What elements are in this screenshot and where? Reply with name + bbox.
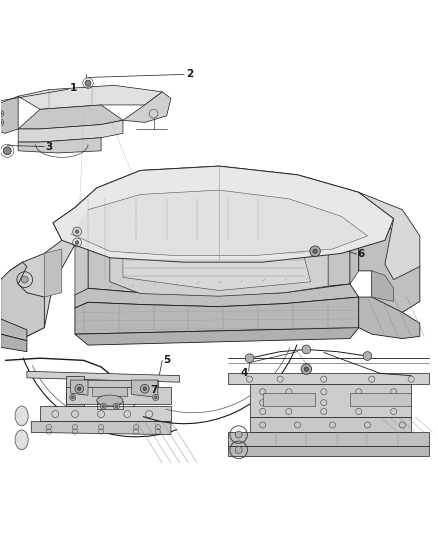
Polygon shape <box>71 380 88 395</box>
Polygon shape <box>123 224 311 290</box>
Polygon shape <box>75 297 359 334</box>
Circle shape <box>85 80 91 86</box>
Polygon shape <box>66 386 171 404</box>
Polygon shape <box>359 192 420 280</box>
Text: 7: 7 <box>150 385 158 395</box>
Polygon shape <box>0 96 18 133</box>
Polygon shape <box>1 319 27 341</box>
Polygon shape <box>10 207 75 336</box>
Ellipse shape <box>15 406 28 426</box>
Circle shape <box>363 352 372 360</box>
Circle shape <box>78 387 81 391</box>
Polygon shape <box>75 220 88 295</box>
Polygon shape <box>75 328 359 345</box>
Polygon shape <box>359 212 420 312</box>
Circle shape <box>152 394 159 400</box>
Polygon shape <box>92 386 127 396</box>
Circle shape <box>154 396 157 399</box>
Circle shape <box>115 405 118 408</box>
Circle shape <box>302 345 311 354</box>
Polygon shape <box>88 201 350 295</box>
Text: 3: 3 <box>46 142 53 152</box>
Circle shape <box>141 384 149 393</box>
Polygon shape <box>18 105 123 129</box>
Circle shape <box>75 230 79 233</box>
Polygon shape <box>250 384 411 417</box>
Circle shape <box>245 354 254 362</box>
Polygon shape <box>123 92 171 123</box>
Polygon shape <box>263 393 315 406</box>
Circle shape <box>235 446 242 454</box>
Ellipse shape <box>15 430 28 450</box>
Circle shape <box>75 241 79 244</box>
Polygon shape <box>88 188 359 225</box>
Polygon shape <box>71 190 367 256</box>
Polygon shape <box>110 211 328 296</box>
Polygon shape <box>132 380 158 398</box>
Circle shape <box>0 112 2 115</box>
Polygon shape <box>228 432 428 446</box>
Polygon shape <box>66 376 84 406</box>
Circle shape <box>313 249 317 253</box>
Polygon shape <box>31 422 171 434</box>
Circle shape <box>143 387 147 391</box>
Text: 6: 6 <box>358 249 365 259</box>
Polygon shape <box>250 417 411 432</box>
Circle shape <box>304 367 308 372</box>
Polygon shape <box>1 262 44 336</box>
Circle shape <box>4 147 11 155</box>
Circle shape <box>100 403 106 409</box>
Polygon shape <box>359 297 420 338</box>
Circle shape <box>0 121 2 124</box>
Text: 5: 5 <box>163 356 171 365</box>
Circle shape <box>310 246 320 256</box>
Circle shape <box>301 364 311 374</box>
Polygon shape <box>84 380 158 386</box>
Polygon shape <box>228 446 428 456</box>
Text: 2: 2 <box>186 69 194 79</box>
Polygon shape <box>372 271 394 302</box>
Circle shape <box>113 403 120 409</box>
Polygon shape <box>75 284 359 308</box>
Ellipse shape <box>97 395 123 406</box>
Polygon shape <box>350 393 411 406</box>
Circle shape <box>21 276 28 283</box>
Polygon shape <box>350 212 359 284</box>
Polygon shape <box>44 249 62 297</box>
Polygon shape <box>18 138 101 153</box>
Circle shape <box>75 384 84 393</box>
Circle shape <box>235 431 242 438</box>
Circle shape <box>70 394 76 400</box>
Circle shape <box>71 396 74 399</box>
Polygon shape <box>27 372 180 382</box>
Polygon shape <box>18 85 162 109</box>
Polygon shape <box>18 120 123 142</box>
Polygon shape <box>53 166 394 262</box>
Polygon shape <box>228 374 428 384</box>
Circle shape <box>102 405 105 408</box>
Polygon shape <box>40 406 171 422</box>
Text: 1: 1 <box>70 83 77 93</box>
Polygon shape <box>1 334 27 352</box>
Polygon shape <box>75 166 359 225</box>
Text: 4: 4 <box>240 368 247 377</box>
